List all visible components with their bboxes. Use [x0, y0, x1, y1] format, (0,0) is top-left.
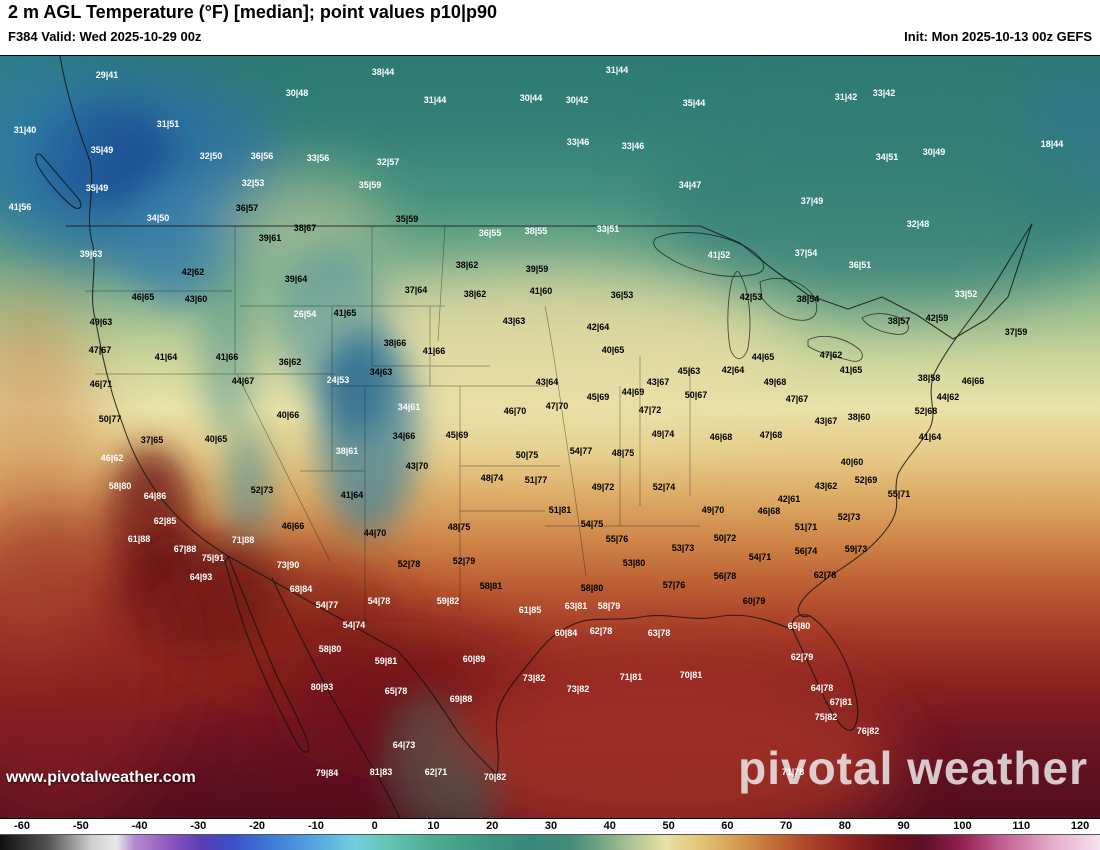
colorbar-tick: 30: [544, 820, 558, 832]
temperature-field-svg: [0, 56, 1100, 819]
colorbar: -60 -50 -40 -30 -20 -10 0 10 20 30 40 50 60 70 80 90 100…: [0, 818, 1100, 850]
colorbar-tick: 70: [780, 820, 793, 832]
watermark-brand-text: pivotal weather: [738, 742, 1088, 794]
map-canvas[interactable]: www.pivotalweather.com pivotal weather: [0, 55, 1100, 819]
watermark-brand: pivotal weather: [738, 745, 1088, 791]
great-lakes-outlines: [653, 232, 909, 362]
colorbar-tick: -20: [249, 820, 266, 832]
colorbar-tick: 90: [897, 820, 910, 832]
colorbar-ticks: -60 -50 -40 -30 -20 -10 0 10 20 30 40 50 60 70 80 90 100…: [0, 819, 1100, 834]
colorbar-tick: -30: [190, 820, 207, 832]
colorbar-tick: 20: [486, 820, 499, 832]
colorbar-tick: 80: [838, 820, 852, 832]
state-borders: [85, 225, 700, 631]
init-time-label: Init: Mon 2025-10-13 00z GEFS: [904, 29, 1092, 44]
temperature-anomaly-blobs: [0, 56, 1100, 819]
colorbar-tick: 110: [1012, 820, 1031, 832]
colorbar-tick: 100: [953, 820, 972, 832]
colorbar-tick: 50: [662, 820, 675, 832]
country-coastline-borders: [35, 56, 1033, 819]
colorbar-tick: 120: [1070, 820, 1090, 832]
colorbar-tick: 10: [427, 820, 440, 832]
colorbar-gradient: [0, 834, 1100, 850]
header: 2 m AGL Temperature (°F) [median]; point…: [0, 0, 1100, 55]
valid-time-label: F384 Valid: Wed 2025-10-29 00z: [8, 29, 202, 44]
colorbar-tick: 0: [371, 820, 378, 832]
colorbar-tick: -60: [14, 820, 30, 832]
colorbar-tick: -50: [72, 820, 89, 832]
colorbar-tick: -10: [307, 820, 324, 832]
colorbar-tick: -40: [131, 820, 148, 832]
watermark-url: www.pivotalweather.com: [6, 769, 196, 786]
page-title: 2 m AGL Temperature (°F) [median]; point…: [8, 2, 497, 22]
colorbar-tick: 60: [721, 820, 734, 832]
colorbar-tick: 40: [603, 820, 616, 832]
